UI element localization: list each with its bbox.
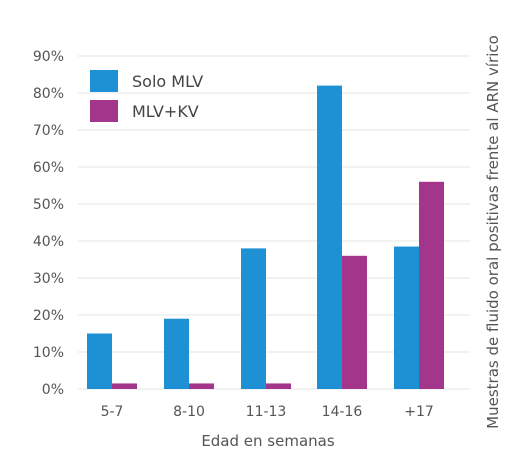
y-tick-label: 30%: [33, 271, 64, 287]
y-tick-label: 70%: [33, 123, 64, 139]
y-tick-label: 90%: [33, 49, 64, 65]
x-tick-label: 11-13: [246, 404, 287, 420]
bar-solo-mlv-4: [394, 246, 419, 389]
gridlines: [78, 55, 470, 390]
bar-mlv-kv-0: [112, 383, 137, 389]
y-tick-label: 20%: [33, 308, 64, 324]
x-tick-label: 8-10: [173, 404, 205, 420]
bar-solo-mlv-0: [87, 333, 112, 389]
bar-solo-mlv-2: [241, 248, 266, 389]
y-tick-label: 10%: [33, 345, 64, 361]
bar-mlv-kv-4: [419, 181, 444, 389]
bar-mlv-kv-2: [266, 383, 291, 389]
legend-label-solo-mlv: Solo MLV: [132, 72, 203, 91]
x-tick-label: 5-7: [101, 404, 124, 420]
y-tick-label: 80%: [33, 86, 64, 102]
x-tick-label: 14-16: [322, 404, 363, 420]
y-tick-label: 40%: [33, 234, 64, 250]
x-tick-label: +17: [404, 404, 434, 420]
y-tick-label: 50%: [33, 197, 64, 213]
y-axis-title: Muestras de fluido oral positivas frente…: [484, 35, 502, 429]
bar-solo-mlv-1: [164, 318, 189, 389]
bars: [87, 85, 444, 389]
x-axis-title: Edad en semanas: [201, 432, 335, 450]
y-axis-ticks: 0% 10% 20% 30% 40% 50% 60% 70% 80% 90%: [33, 49, 64, 398]
legend-swatch-solo-mlv: [90, 70, 118, 92]
bar-mlv-kv-3: [342, 255, 367, 389]
x-axis-ticks: 5-7 8-10 11-13 14-16 +17: [101, 404, 434, 420]
y-tick-label: 60%: [33, 160, 64, 176]
legend: Solo MLV MLV+KV: [90, 70, 203, 122]
bar-solo-mlv-3: [317, 85, 342, 389]
bar-mlv-kv-1: [189, 383, 214, 389]
legend-swatch-mlv-kv: [90, 100, 118, 122]
legend-label-mlv-kv: MLV+KV: [132, 102, 199, 121]
y-tick-label: 0%: [42, 382, 64, 398]
